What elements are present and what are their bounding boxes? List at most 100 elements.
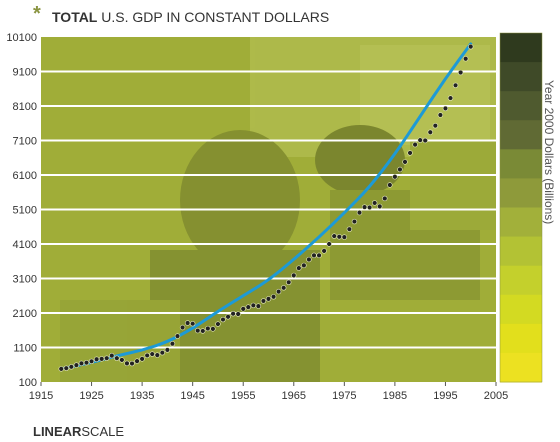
data-point [159, 349, 166, 356]
data-point [346, 226, 353, 232]
x-tick-label: 1925 [79, 390, 103, 402]
color-scale-step [500, 236, 542, 267]
data-point [265, 296, 272, 302]
data-point [270, 294, 277, 300]
y-tick-label: 1100 [13, 343, 37, 355]
data-point [301, 262, 307, 269]
title-rest: U.S. GDP IN CONSTANT DOLLARS [97, 9, 329, 25]
data-point [205, 325, 211, 332]
color-scale-step [500, 62, 542, 92]
y-axis-label: Year 2000 Dollars (Billions) [542, 80, 556, 224]
data-point [306, 256, 312, 263]
y-tick-label: 9100 [13, 67, 37, 79]
data-point [296, 265, 302, 271]
footer-bold: LINEAR [33, 424, 82, 439]
y-tick-label: 4100 [13, 239, 37, 251]
color-scale-step [500, 323, 542, 354]
background-photo [60, 37, 496, 382]
data-point [164, 347, 171, 353]
x-tick-label: 1955 [231, 390, 255, 402]
data-point [144, 352, 150, 359]
data-points [58, 43, 474, 372]
data-point [78, 360, 85, 367]
scale-footer: LINEARSCALE [33, 424, 124, 439]
data-point [240, 306, 246, 312]
footer-rest: SCALE [81, 424, 124, 439]
data-point [215, 321, 221, 327]
x-tick-label: 1915 [29, 390, 53, 402]
data-point [407, 150, 413, 156]
data-point [291, 272, 297, 279]
data-point [189, 320, 196, 327]
x-tick-label: 1945 [180, 390, 204, 402]
data-point [68, 364, 75, 370]
color-scale-step [500, 265, 542, 296]
color-scale [499, 32, 543, 383]
data-point [377, 203, 383, 210]
trend-line [59, 42, 473, 371]
data-point [225, 314, 231, 320]
data-point [311, 252, 317, 259]
data-point [124, 360, 130, 367]
data-point [427, 129, 433, 135]
data-point [58, 366, 64, 372]
data-point [382, 195, 388, 202]
data-point [331, 233, 337, 239]
y-tick-label: 5100 [13, 205, 37, 217]
x-tick-label: 1965 [282, 390, 306, 402]
grid-lines [41, 70, 496, 349]
data-point [286, 279, 292, 285]
data-point [83, 359, 90, 366]
y-tick-label: 100 [19, 377, 37, 389]
x-tick-label: 1935 [130, 390, 154, 402]
x-tick-label: 1985 [383, 390, 407, 402]
color-scale-step [500, 149, 542, 179]
data-point [93, 356, 100, 362]
data-point [468, 43, 474, 50]
data-point [412, 141, 418, 148]
data-point [321, 248, 327, 254]
data-point [149, 351, 155, 357]
data-point [210, 326, 216, 332]
data-point [351, 218, 358, 225]
color-scale-border [499, 32, 543, 383]
data-point [104, 355, 110, 361]
data-point [235, 311, 241, 317]
data-point [195, 327, 201, 334]
data-point [184, 320, 191, 326]
y-tick-label: 7100 [13, 136, 37, 148]
color-scale-step [500, 178, 542, 208]
data-point [119, 357, 125, 363]
data-point [316, 252, 322, 259]
data-point [442, 105, 449, 112]
data-point [200, 328, 206, 334]
data-point [387, 182, 393, 188]
data-point [361, 204, 368, 210]
color-scale-step [500, 294, 542, 325]
data-point [260, 298, 267, 304]
x-tick-label: 1975 [332, 390, 356, 402]
data-point [462, 56, 469, 62]
data-point [114, 355, 120, 361]
data-point [371, 200, 378, 206]
y-tick-label: 3100 [13, 274, 37, 286]
x-tick-label: 2005 [484, 390, 508, 402]
plot-area [41, 37, 496, 382]
data-point [109, 352, 115, 359]
y-axis-ticks: 100 1100 2100 3100 4100 5100 6100 7100 8100 9100 1… [6, 32, 37, 389]
data-point [341, 234, 348, 240]
y-tick-label: 8100 [13, 101, 37, 113]
data-point [447, 95, 454, 101]
data-point [326, 241, 332, 247]
data-point [255, 303, 262, 309]
data-point [417, 137, 423, 143]
color-scale-step [500, 33, 542, 63]
x-tick-label: 1995 [433, 390, 457, 402]
data-point [129, 360, 135, 367]
data-point [392, 174, 398, 180]
title-bold: TOTAL [52, 9, 98, 25]
color-scale-step [500, 207, 542, 238]
y-tick-label: 10100 [6, 32, 37, 44]
data-point [230, 310, 236, 317]
